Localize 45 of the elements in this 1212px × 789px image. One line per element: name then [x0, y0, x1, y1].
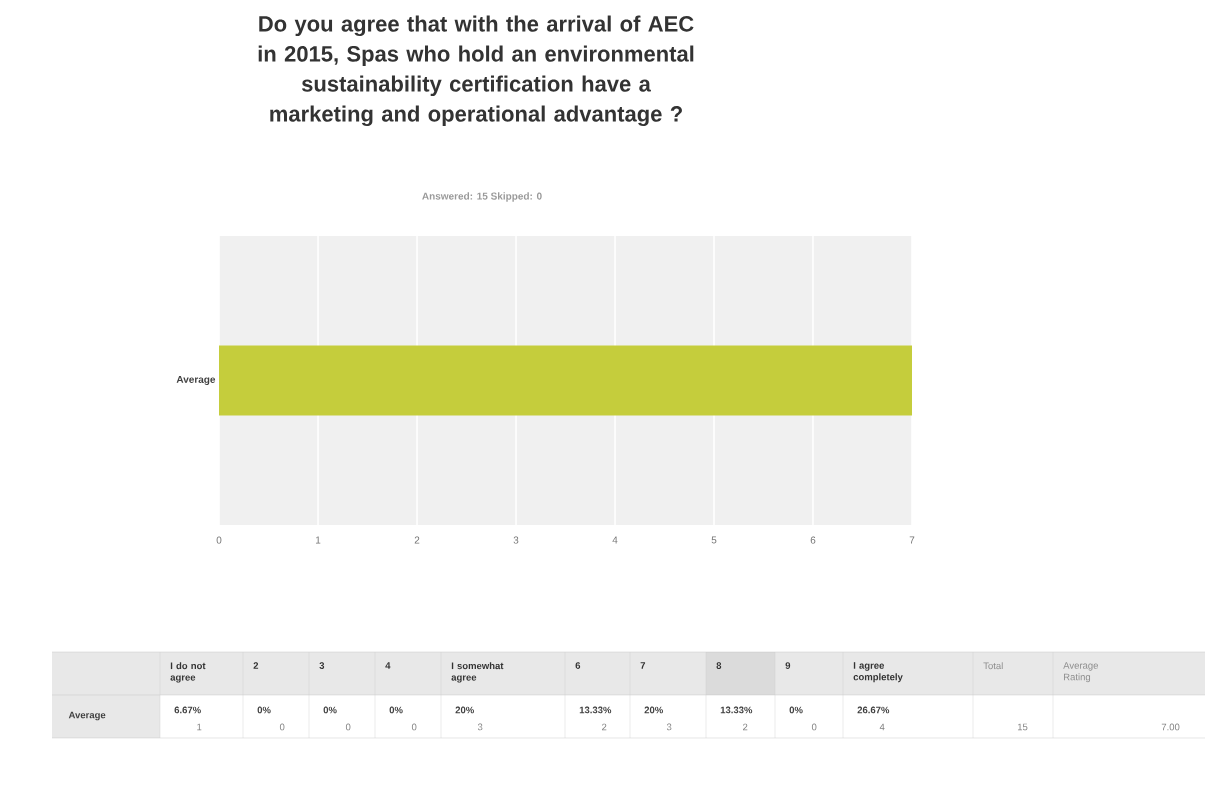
x-tick-label: 5: [711, 536, 717, 544]
text: 0: [411, 723, 417, 731]
text: 0%: [789, 706, 803, 714]
x-tick-label: 3: [513, 536, 519, 544]
text: 6.67%: [174, 706, 201, 714]
text: 0: [345, 723, 351, 731]
text: 0%: [257, 706, 271, 714]
text: Average Rating: [1063, 662, 1098, 683]
x-tick-label: 0: [216, 536, 222, 544]
text: 0%: [389, 706, 403, 714]
text: 7.00: [1161, 723, 1180, 731]
text: 0%: [323, 706, 337, 714]
text: 9: [785, 662, 791, 669]
text: 13.33%: [720, 706, 753, 714]
x-tick-label: 7: [909, 536, 915, 544]
text: I somewhat agree: [451, 662, 504, 683]
text: I agree completely: [853, 662, 903, 683]
text: 3: [477, 723, 483, 731]
text: I do not agree: [170, 662, 206, 683]
x-tick-label: 1: [316, 536, 321, 544]
x-tick-label: 6: [810, 536, 816, 544]
text: 1: [197, 723, 202, 731]
text: 20%: [455, 706, 474, 714]
chart-title: Do you agree that with the arrival of AEC in 2015, Spas who hold an environmental sustainability certification have a marketing and operational advantage ?: [258, 15, 694, 127]
text: 26.67%: [857, 706, 890, 714]
text: 4: [385, 662, 391, 669]
x-tick-label: 2: [414, 536, 420, 544]
text: 0: [279, 723, 285, 731]
text: 20%: [644, 706, 663, 714]
text: 3: [666, 723, 672, 731]
text: Total: [983, 662, 1003, 670]
text: 8: [716, 662, 722, 669]
text: 4: [879, 723, 885, 731]
chart-subtitle: Answered: 15 Skipped: 0: [422, 192, 542, 202]
text: 13.33%: [579, 706, 612, 714]
x-tick-label: 4: [612, 536, 618, 544]
text: 0: [811, 723, 817, 731]
text: 7: [640, 662, 646, 669]
text: 6: [575, 662, 581, 669]
text: 3: [319, 662, 325, 669]
text: 15: [1017, 723, 1028, 731]
text: 2: [602, 723, 607, 731]
text: 2: [253, 662, 259, 669]
text: 2: [743, 723, 748, 731]
text: Average: [68, 711, 106, 721]
